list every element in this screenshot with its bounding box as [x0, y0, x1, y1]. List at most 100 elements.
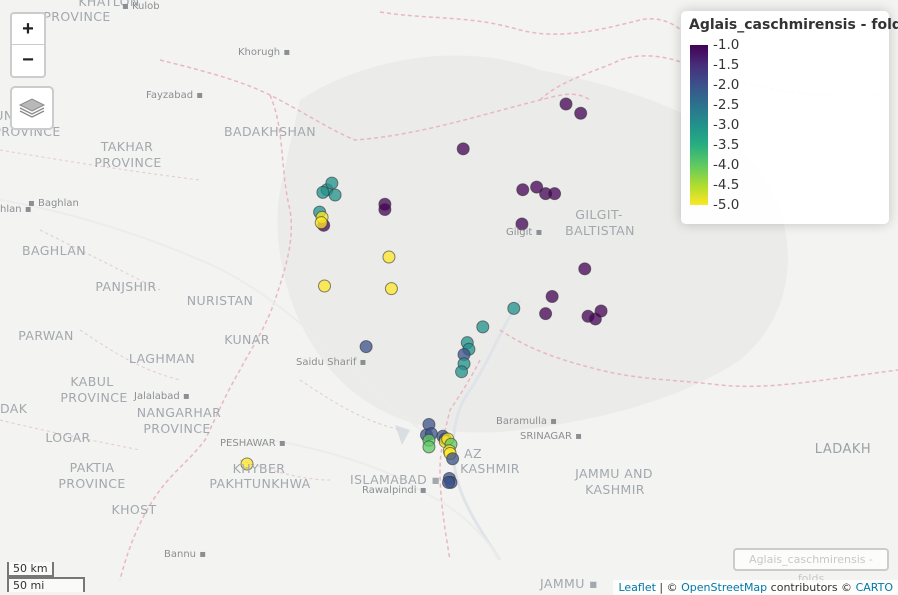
- label-jammu-kashmir-2: KASHMIR: [585, 482, 645, 497]
- occurrence-marker[interactable]: [446, 452, 460, 466]
- label-baghlan-city: ▪ Baghlan: [28, 198, 79, 209]
- occurrence-marker[interactable]: [384, 282, 398, 296]
- label-panjshir: PANJSHIR: [95, 279, 157, 294]
- scale-bar-mi: 50 mi: [7, 577, 85, 592]
- occurrence-marker[interactable]: [574, 106, 588, 120]
- occurrence-marker[interactable]: [559, 97, 573, 111]
- label-kunar: KUNAR: [224, 332, 270, 347]
- label-ladakh: LADAKH: [814, 442, 872, 457]
- city-name-khorugh: Khorugh: [238, 47, 281, 58]
- label-jalalabad: Jalalabad ▪: [134, 391, 190, 402]
- city-name-fayzabad: Fayzabad: [146, 90, 194, 101]
- label-khatlon-province: PROVINCE: [43, 9, 111, 24]
- label-parwan: PARWAN: [18, 328, 74, 343]
- occurrence-marker[interactable]: [422, 440, 436, 454]
- label-nangarhar: NANGARHAR: [136, 405, 222, 420]
- city-name-bannu: Bannu: [164, 549, 197, 560]
- label-peshawar: PESHAWAR ▪: [220, 438, 286, 449]
- city-name-srinagar: SRINAGAR: [520, 431, 572, 442]
- label-khost: KHOST: [111, 502, 157, 517]
- legend-tick: [708, 85, 713, 86]
- occurrence-marker[interactable]: [548, 187, 562, 201]
- legend-color-ramp: [690, 45, 708, 205]
- city-name-islamabad: ISLAMABAD: [350, 472, 428, 487]
- label-khyber: KHYBER: [232, 461, 286, 476]
- label-pakhtunkhwa: PAKHTUNKHWA: [209, 476, 311, 491]
- legend-tick: [708, 185, 713, 186]
- label-baramulla: Baramulla ▪: [496, 416, 557, 427]
- leaflet-link[interactable]: Leaflet: [618, 581, 656, 594]
- attribution: Leaflet | © OpenStreetMap contributors ©…: [613, 580, 898, 595]
- label-rawalpindi: Rawalpindi ▪: [362, 485, 427, 496]
- occurrence-marker[interactable]: [382, 250, 396, 264]
- occurrence-marker[interactable]: [359, 340, 373, 354]
- legend-tick: [708, 105, 713, 106]
- province-border: [0, 149, 401, 481]
- label-takhar-province: PROVINCE: [94, 155, 162, 170]
- label-srinagar: SRINAGAR ▪: [520, 431, 582, 442]
- legend-label: -3.5: [713, 137, 740, 153]
- occurrence-marker[interactable]: [456, 142, 470, 156]
- country-border-afghanistan: [119, 59, 591, 581]
- label-fayzabad: Fayzabad ▪: [146, 90, 204, 101]
- occurrence-marker[interactable]: [539, 307, 553, 321]
- label-badakhshan: BADAKHSHAN: [224, 124, 316, 139]
- label-kulob: ▪ Kulob: [122, 1, 160, 12]
- occurrence-marker[interactable]: [240, 457, 254, 471]
- occurrence-marker[interactable]: [545, 290, 559, 304]
- occurrence-marker[interactable]: [516, 183, 530, 197]
- legend-label: -4.5: [713, 177, 740, 193]
- occurrence-marker[interactable]: [314, 216, 328, 230]
- label-bannu: Bannu ▪: [164, 549, 206, 560]
- legend-label: -5.0: [713, 197, 740, 213]
- occurrence-marker[interactable]: [325, 176, 339, 190]
- occurrence-marker[interactable]: [328, 188, 342, 202]
- river-indus: [451, 299, 522, 561]
- carto-link[interactable]: CARTO: [855, 581, 893, 594]
- city-name-baghlan: Baghlan: [37, 198, 79, 209]
- osm-link[interactable]: OpenStreetMap: [681, 581, 768, 594]
- legend-tick: [708, 125, 713, 126]
- zoom-out-button[interactable]: −: [22, 49, 34, 71]
- city-name-rawalpindi: Rawalpindi: [362, 485, 417, 496]
- city-name-jammu: JAMMU: [540, 576, 585, 591]
- label-paktia: PAKTIA: [69, 460, 115, 475]
- label-nangarhar-province: PROVINCE: [143, 421, 211, 436]
- label-azad: AZ: [464, 446, 482, 461]
- label-islamabad: ISLAMABAD ▪: [350, 472, 441, 487]
- label-saidu-sharif: Saidu Sharif ▪: [296, 357, 367, 368]
- loc-border: [439, 329, 898, 561]
- attribution-sep: | ©: [655, 581, 682, 594]
- city-name-kulob: Kulob: [131, 1, 160, 12]
- occurrence-marker[interactable]: [578, 262, 592, 276]
- occurrence-marker[interactable]: [378, 202, 392, 216]
- label-khorugh: Khorugh ▪: [238, 47, 291, 58]
- city-name-jalalabad: Jalalabad: [134, 391, 180, 402]
- occurrence-marker[interactable]: [455, 365, 469, 379]
- occurrence-marker[interactable]: [442, 475, 456, 489]
- occurrence-marker[interactable]: [588, 312, 602, 326]
- legend-label: -1.5: [713, 57, 740, 73]
- road-1: [0, 199, 451, 451]
- label-wardak: DAK: [0, 401, 28, 416]
- label-kabul-province: PROVINCE: [60, 390, 128, 405]
- occurrence-marker[interactable]: [476, 320, 490, 334]
- legend-label: -2.0: [713, 77, 740, 93]
- occurrence-marker[interactable]: [316, 185, 330, 199]
- mountain-shading: [277, 55, 788, 433]
- label-baltistan: BALTISTAN: [565, 223, 635, 238]
- legend-label: -2.5: [713, 97, 740, 113]
- label-gilgit: Gilgit ▪: [506, 227, 543, 238]
- road-2: [269, 439, 501, 561]
- label-kashmir-ajk: KASHMIR: [460, 461, 520, 476]
- occurrence-marker[interactable]: [507, 301, 521, 315]
- occurrence-marker[interactable]: [318, 279, 332, 293]
- label-jammu: JAMMU ▪: [540, 576, 598, 591]
- layers-control-button[interactable]: [10, 86, 54, 130]
- city-name-baramulla: Baramulla: [496, 416, 547, 427]
- lake-mangla: [395, 425, 410, 445]
- occurrence-marker[interactable]: [515, 217, 529, 231]
- occurrence-marker[interactable]: [530, 180, 544, 194]
- zoom-in-button[interactable]: +: [12, 14, 44, 45]
